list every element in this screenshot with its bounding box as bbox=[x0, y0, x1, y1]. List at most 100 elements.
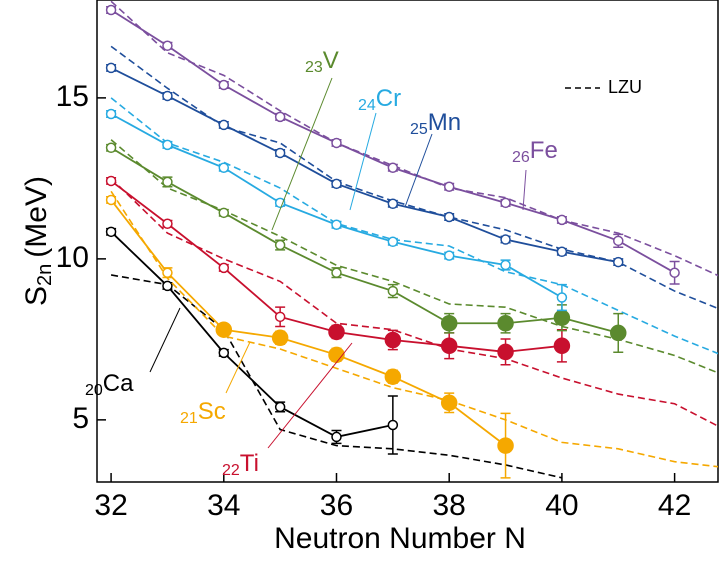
data-point bbox=[497, 343, 514, 361]
plot-area bbox=[105, 0, 718, 479]
data-point bbox=[443, 181, 455, 192]
data-point bbox=[218, 207, 230, 219]
data-point bbox=[328, 346, 345, 364]
data-point bbox=[105, 226, 117, 238]
data-point bbox=[271, 329, 289, 347]
element-name: Ti bbox=[240, 450, 259, 477]
data-point bbox=[497, 315, 514, 332]
label-leader bbox=[267, 342, 353, 449]
data-point bbox=[440, 394, 458, 412]
data-point bbox=[387, 285, 399, 297]
element-z: 21 bbox=[180, 410, 198, 427]
data-point bbox=[556, 214, 568, 226]
data-point bbox=[556, 246, 568, 258]
data-point bbox=[613, 235, 624, 247]
data-point bbox=[105, 194, 117, 206]
element-name: Cr bbox=[376, 85, 401, 112]
data-point bbox=[328, 323, 345, 341]
data-point bbox=[384, 331, 402, 349]
legend-label: LZU bbox=[608, 77, 642, 97]
element-z: 23 bbox=[305, 59, 323, 76]
data-point bbox=[387, 419, 399, 431]
data-point bbox=[274, 147, 286, 159]
data-point bbox=[162, 218, 173, 230]
element-label: 22Ti bbox=[222, 450, 259, 479]
data-point bbox=[162, 90, 173, 102]
data-point bbox=[274, 239, 286, 251]
data-point bbox=[610, 324, 627, 342]
data-point bbox=[218, 79, 230, 91]
y-tick-label: 15 bbox=[56, 80, 89, 113]
element-name: Sc bbox=[198, 398, 226, 425]
data-point bbox=[440, 337, 458, 355]
label-leader bbox=[149, 307, 181, 373]
x-tick-label: 36 bbox=[320, 489, 353, 522]
y-label-main: S bbox=[20, 286, 53, 306]
element-z: 25 bbox=[410, 121, 428, 138]
theory-line bbox=[110, 274, 563, 479]
x-tick-label: 40 bbox=[545, 489, 578, 522]
label-leader bbox=[522, 169, 527, 211]
y-tick-label: 5 bbox=[72, 402, 89, 435]
label-leader bbox=[404, 133, 433, 208]
data-point bbox=[274, 111, 286, 123]
data-point bbox=[105, 175, 117, 187]
data-point bbox=[331, 137, 342, 149]
data-point bbox=[218, 162, 230, 174]
data-point bbox=[274, 401, 286, 413]
element-z: 24 bbox=[358, 97, 376, 114]
element-name: Mn bbox=[428, 109, 461, 136]
data-point bbox=[553, 309, 571, 327]
data-point bbox=[500, 234, 511, 245]
element-label: 20Ca bbox=[85, 370, 134, 399]
data-line bbox=[110, 67, 619, 263]
data-point bbox=[553, 337, 571, 355]
data-point bbox=[331, 267, 342, 278]
data-point bbox=[387, 162, 399, 174]
y-label-sub: 2n bbox=[34, 264, 56, 286]
data-point bbox=[556, 292, 568, 303]
y-tick-label: 10 bbox=[56, 241, 89, 274]
x-tick-label: 42 bbox=[658, 489, 691, 522]
theory-line bbox=[110, 177, 718, 427]
data-line bbox=[110, 9, 676, 274]
data-point bbox=[105, 4, 117, 16]
element-z: 20 bbox=[85, 382, 103, 399]
data-point bbox=[218, 262, 230, 274]
data-point bbox=[162, 139, 173, 151]
label-leader bbox=[271, 77, 333, 231]
x-tick-label: 34 bbox=[207, 489, 240, 522]
data-line bbox=[110, 199, 507, 447]
data-point bbox=[387, 198, 399, 210]
element-label: 26Fe bbox=[512, 137, 558, 166]
data-point bbox=[215, 321, 233, 338]
data-point bbox=[274, 197, 286, 209]
data-point bbox=[105, 142, 117, 154]
element-name: Ca bbox=[103, 370, 134, 397]
data-point bbox=[274, 311, 286, 323]
y-axis-label: S2n (MeV) bbox=[20, 176, 56, 306]
data-point bbox=[613, 256, 624, 268]
data-point bbox=[331, 178, 342, 190]
label-leader bbox=[225, 341, 251, 394]
data-point bbox=[500, 197, 511, 209]
theory-line bbox=[110, 97, 718, 355]
x-axis-label: Neutron Number N bbox=[274, 522, 526, 555]
element-label: 24Cr bbox=[358, 85, 401, 114]
element-z: 26 bbox=[512, 149, 530, 166]
element-z: 22 bbox=[222, 462, 240, 479]
data-line bbox=[110, 147, 619, 334]
element-name: Fe bbox=[530, 137, 558, 164]
data-point bbox=[162, 280, 173, 292]
data-point bbox=[331, 219, 342, 230]
label-leader bbox=[349, 112, 377, 211]
element-label: 23V bbox=[305, 47, 339, 76]
x-tick-label: 32 bbox=[94, 489, 127, 522]
data-point bbox=[162, 40, 173, 51]
data-point bbox=[105, 62, 117, 74]
y-label-unit: (MeV) bbox=[20, 176, 53, 258]
data-line bbox=[110, 231, 394, 438]
data-point bbox=[669, 267, 680, 278]
data-point bbox=[443, 211, 455, 223]
